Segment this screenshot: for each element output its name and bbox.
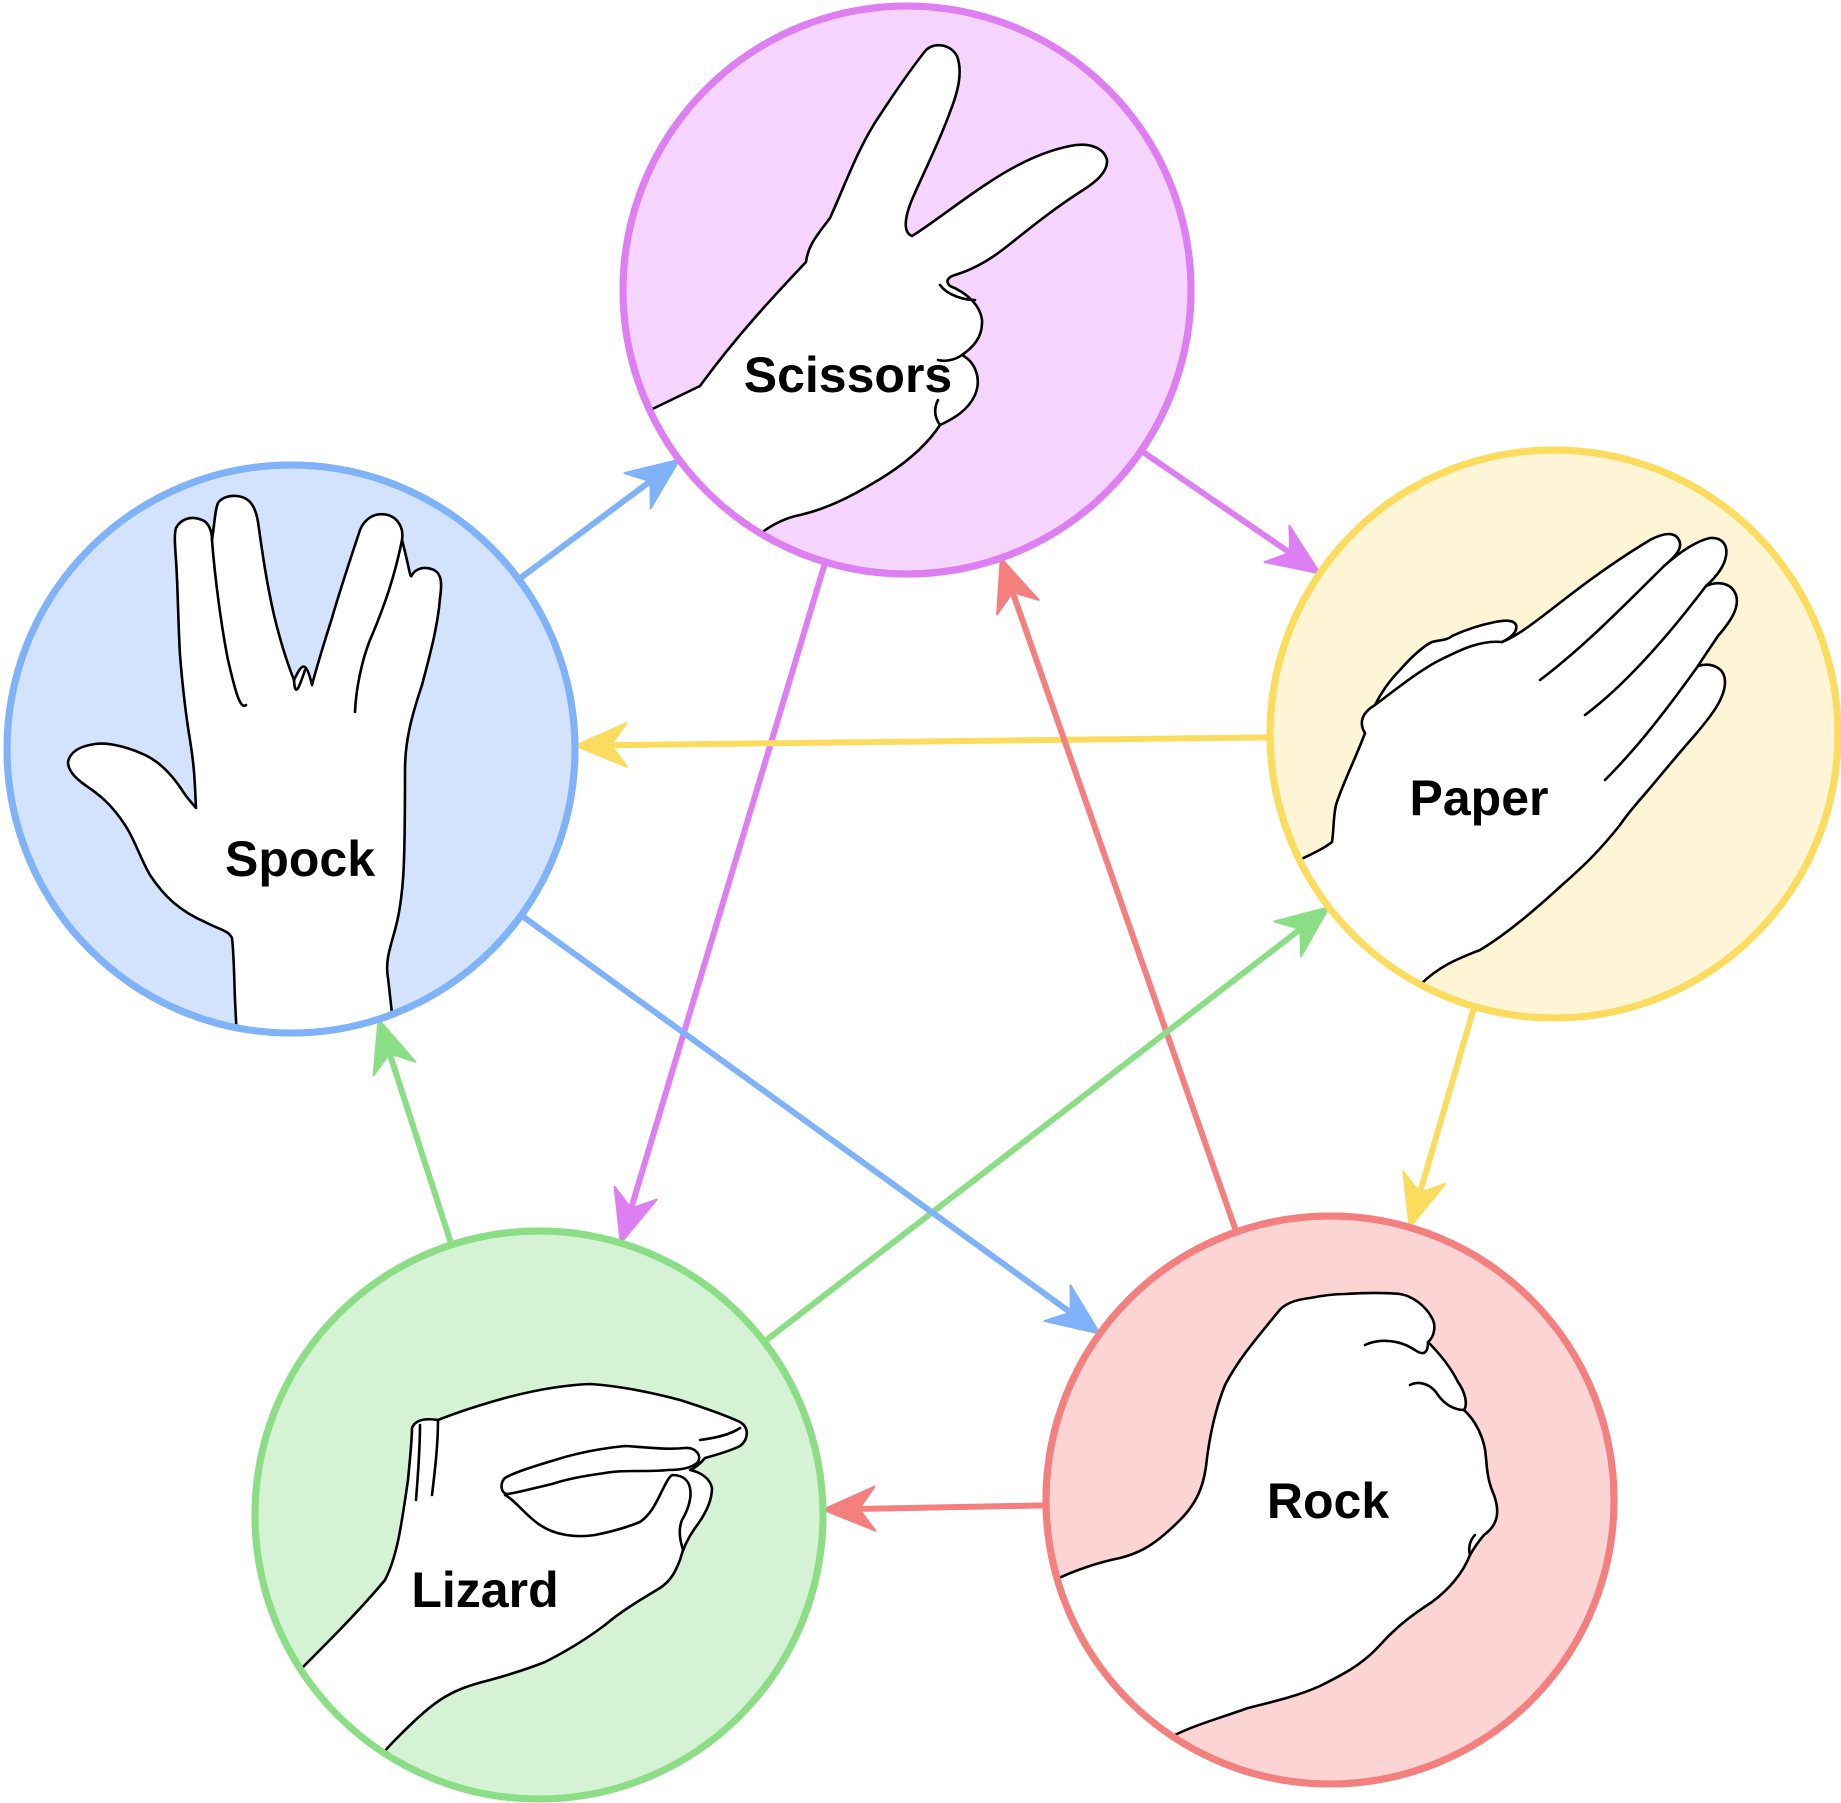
edge-scissors-beats-lizard [613, 561, 829, 1245]
node-paper-ring [1266, 446, 1841, 1022]
edge-layer [372, 448, 1478, 1532]
node-lizard-ring [251, 1227, 827, 1803]
edge-line [1416, 1005, 1478, 1194]
arrowhead-icon [1263, 524, 1321, 575]
edge-line [386, 1052, 455, 1246]
edge-line [858, 1502, 1047, 1512]
arrowhead-icon [996, 557, 1040, 616]
edge-rock-beats-lizard [821, 1485, 1047, 1532]
node-scissors[interactable]: Scissors [619, 2, 1195, 620]
arrowhead-icon [1402, 1170, 1447, 1229]
node-spock[interactable]: Spock [3, 461, 579, 1040]
edge-spock-beats-scissors [516, 458, 681, 582]
arrowhead-icon [623, 458, 681, 510]
node-rock[interactable]: Rock [1042, 1212, 1618, 1790]
node-scissors-label: Scissors [744, 347, 952, 403]
node-rock-ring [1042, 1212, 1618, 1788]
arrowhead-icon [613, 1185, 658, 1245]
arrowhead-icon [1273, 906, 1330, 958]
edge-lizard-beats-spock [372, 1018, 455, 1246]
node-paper-label: Paper [1410, 770, 1549, 826]
edge-line [610, 734, 1271, 749]
node-spock-ring [3, 461, 579, 1037]
arrowhead-icon [821, 1485, 877, 1532]
edge-scissors-beats-paper [1139, 448, 1321, 575]
edge-lizard-beats-paper [762, 906, 1330, 1345]
arrowhead-icon [1043, 1284, 1101, 1335]
arrowhead-icon [573, 722, 629, 769]
rock-fist-icon [1053, 1291, 1499, 1784]
node-spock-label: Spock [225, 831, 375, 887]
edge-line [519, 912, 1073, 1315]
node-lizard[interactable]: Lizard [251, 1227, 827, 1803]
node-paper[interactable]: Paper [1266, 446, 1841, 1022]
arrowhead-icon [372, 1018, 417, 1077]
edge-paper-beats-rock [1402, 1005, 1478, 1229]
lizard-hand-icon [298, 1382, 749, 1799]
node-lizard-label: Lizard [411, 1562, 558, 1618]
paper-hand-icon [1293, 532, 1739, 1018]
scissors-hand-icon [638, 43, 1109, 574]
edge-line [1139, 448, 1292, 556]
node-scissors-ring [619, 2, 1195, 578]
node-rock-label: Rock [1267, 1473, 1389, 1529]
edge-line [628, 561, 829, 1210]
edge-line [762, 926, 1303, 1345]
edge-rock-beats-scissors [996, 557, 1240, 1233]
edge-line [1009, 591, 1240, 1233]
spock-hand-icon [66, 494, 443, 1033]
edge-spock-beats-rock [519, 912, 1101, 1335]
edge-line [516, 478, 653, 582]
edge-paper-beats-spock [573, 722, 1271, 769]
